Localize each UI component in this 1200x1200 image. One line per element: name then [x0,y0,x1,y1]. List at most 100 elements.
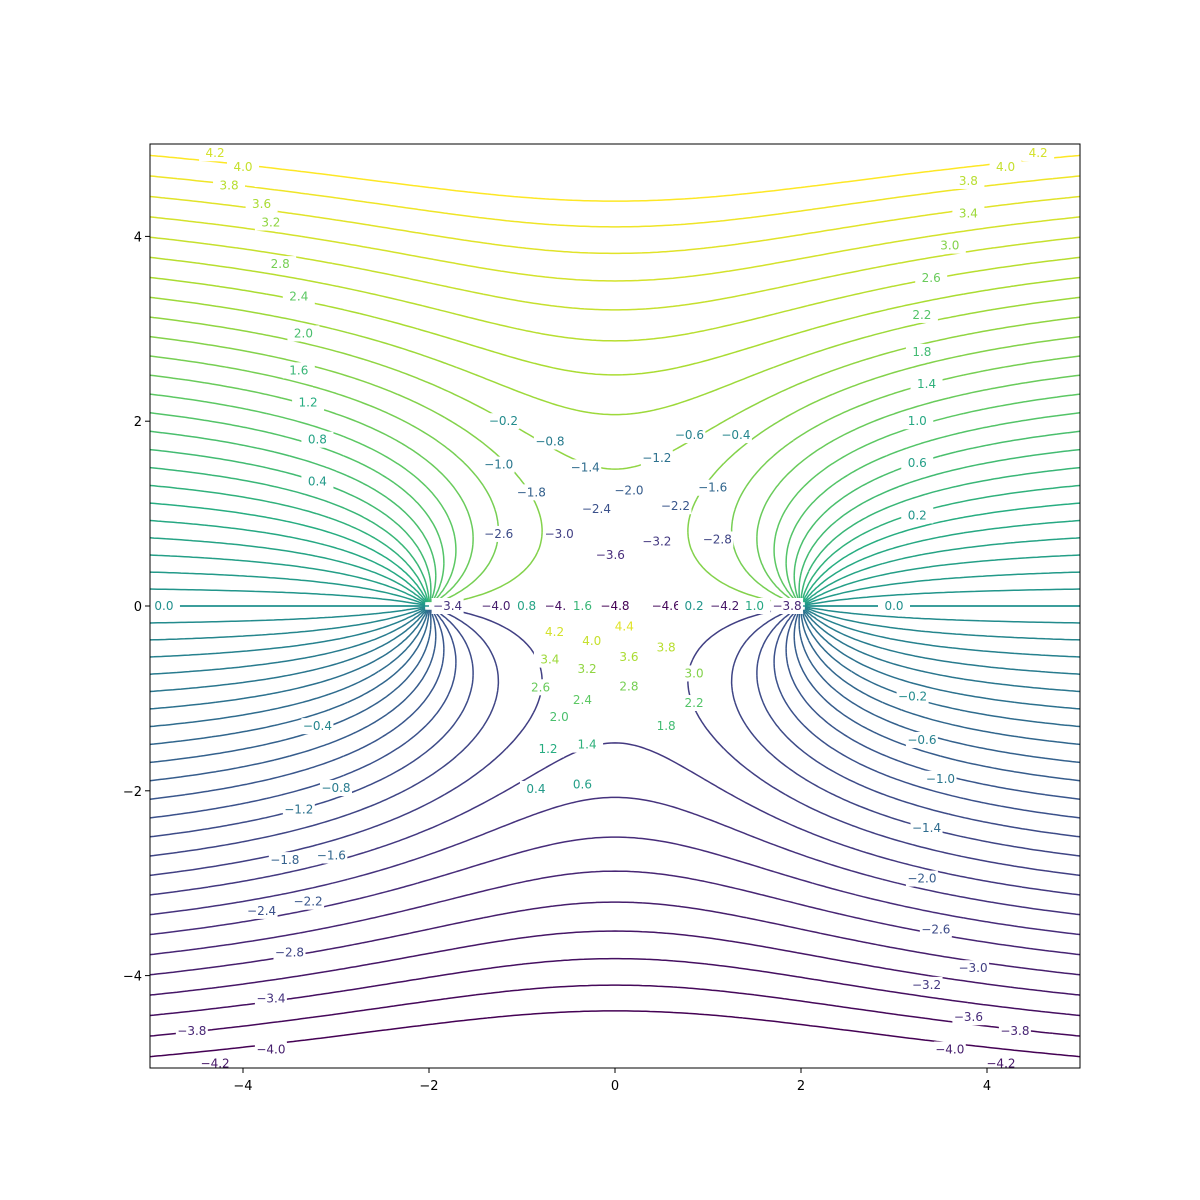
contour-label: 2.4 [566,692,599,709]
contour-label-background [612,482,645,499]
contour-label-background [678,598,711,614]
contour-label-text: −3.4 [433,599,462,613]
contour-label: −4.2 [708,598,741,614]
contour-label-background [984,1055,1017,1072]
contour-label-background [708,598,741,614]
contour-label-text: −3.4 [256,992,285,1006]
y-tick-label: 4 [134,230,142,245]
contour-label-background [301,718,334,735]
contour-label: −2.8 [701,531,734,548]
contour-label-background [301,473,334,490]
contour-label: 0.2 [901,507,934,524]
contour-label: 3.8 [213,177,246,194]
contour-label: −4.6 [650,598,683,614]
contour-label-background [254,1041,287,1058]
contour-label-text: −1.0 [484,458,513,472]
contour-label: 0.0 [878,598,910,614]
contour-label-background [910,376,943,393]
contour-label: −4.2 [199,1055,232,1072]
contour-label-text: −4.6 [652,599,681,613]
contour-line [150,609,1080,800]
contour-label-text: −3.2 [912,978,941,992]
contour-label-background [533,433,566,450]
contour-line [150,296,1080,416]
contour-label: 0.6 [566,776,599,793]
contour-label-background [287,325,320,342]
contour-label-background [292,893,325,910]
contour-label-text: −2.0 [614,484,643,498]
contour-label-text: 4.2 [545,625,564,639]
contour-label: 4.0 [989,159,1022,176]
contour-label: 3.4 [533,651,566,668]
contour-label-background [650,639,683,656]
contour-label-text: −4.8 [600,599,629,613]
contour-label-text: 3.8 [220,179,239,193]
contour-label: −1.0 [924,770,957,787]
contour-label: 0.2 [678,598,711,614]
contour-label-text: 1.8 [657,719,676,733]
contour-label-background [738,598,771,614]
contour-line [150,154,1080,202]
contour-label-background [282,801,315,818]
contour-line [150,571,1080,605]
contour-label-text: −4.0 [935,1043,964,1057]
contour-label-text: −3.8 [177,1024,206,1038]
contour-label-text: −0.2 [489,414,518,428]
contour-label-text: −1.2 [284,802,313,816]
contour-label: 3.2 [254,214,287,231]
contour-label-text: 1.2 [538,742,557,756]
contour-label-text: 0.2 [908,508,927,522]
x-axis: −4 −2 0 2 4 [233,1068,991,1094]
contour-label: −3.8 [771,598,804,614]
contour-label-text: −2.4 [247,904,276,918]
contour-label-background [566,776,599,793]
contour-label-background [901,454,934,471]
contour-label-background [878,598,910,614]
contour-label-text: 0.0 [884,599,903,613]
contour-label-text: −0.4 [303,719,332,733]
contour-label-background [571,660,604,677]
contour-label-text: 2.4 [289,289,308,303]
contour-label: 4.2 [1022,145,1055,162]
contour-label-text: −1.0 [926,772,955,786]
contour-line [150,609,1080,746]
x-tick-label: 2 [797,1079,805,1094]
contour-label-text: −2.4 [582,502,611,516]
contour-label-text: −1.6 [698,481,727,495]
contour-label: 3.0 [678,665,711,682]
contour-label: 3.8 [952,172,985,189]
contour-label: 2.2 [678,695,711,712]
contour-label-background [566,692,599,709]
contour-label: −2.4 [580,500,613,517]
contour-label: −2.6 [919,921,952,938]
contour-label: 2.6 [915,269,948,286]
contour-label-text: 3.8 [959,174,978,188]
contour-label-text: −4.2 [201,1056,230,1070]
contour-label-text: 2.2 [912,308,931,322]
contour-label: −1.6 [315,847,348,864]
contour-label: −4.0 [933,1041,966,1058]
contour-label-text: 0.0 [154,599,173,613]
contour-label-background [292,394,325,411]
y-tick-label: −4 [123,970,142,985]
contour-label: 3.6 [245,196,278,213]
contour-label: −2.2 [659,498,692,515]
contour-label-text: 3.8 [657,641,676,655]
contour-label-text: 1.0 [745,599,764,613]
contour-label-background [315,847,348,864]
contour-label-background [580,500,613,517]
contour-label-background [1022,145,1055,162]
contour-label-background [933,237,966,254]
contour-label-background [519,780,552,797]
contour-label-text: −1.8 [517,485,546,499]
contour-line [150,519,1080,603]
contour-label-text: −1.4 [912,821,941,835]
contour-label-text: 4.0 [233,160,252,174]
contour-label: −1.2 [282,801,315,818]
contour-label-text: −1.6 [317,848,346,862]
contour-label-text: 3.2 [578,662,597,676]
contour-label-background [957,960,990,977]
contour-label-text: −2.2 [661,499,690,513]
contour-line [150,607,1080,641]
